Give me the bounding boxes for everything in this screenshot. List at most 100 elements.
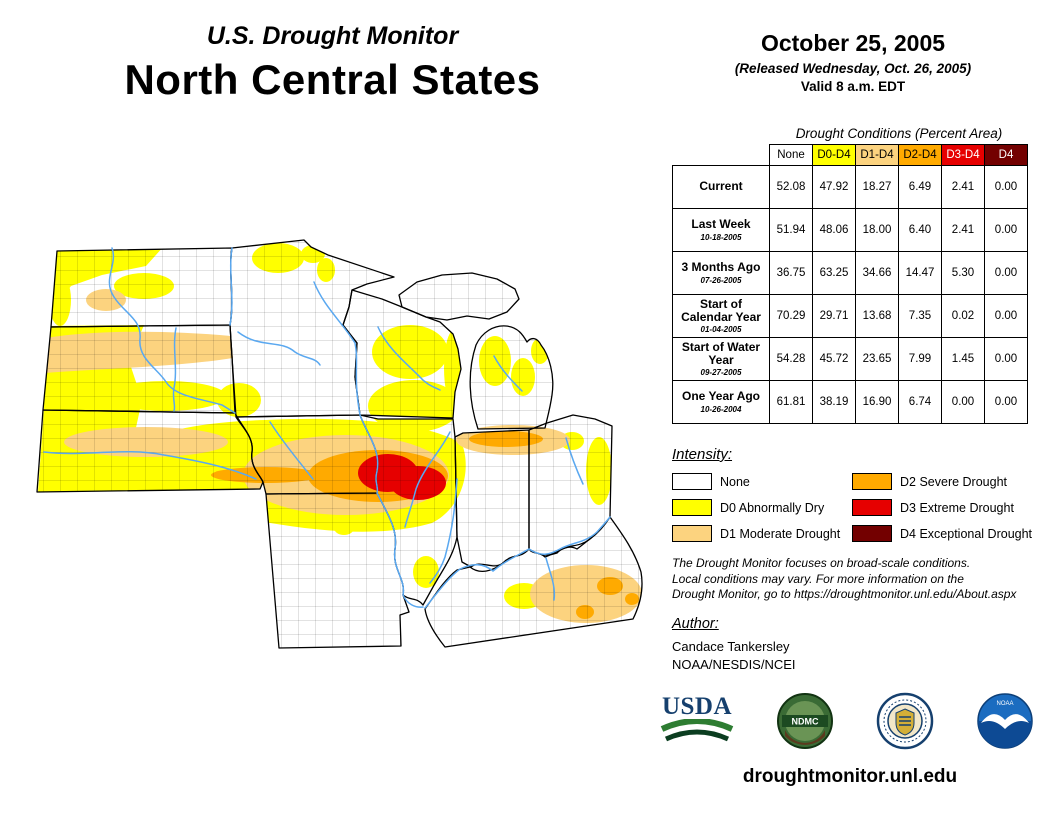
row-label-cell: Start of Calendar Year 01-04-2005 [672, 294, 770, 338]
legend-swatch-d4 [852, 525, 892, 542]
row-label-cell: Last Week 10-18-2005 [672, 208, 770, 252]
value-cell: 48.06 [812, 208, 856, 252]
ndmc-logo: NDMC [777, 693, 833, 749]
col-header-d3-d4: D3-D4 [941, 144, 985, 166]
value-cell: 6.74 [898, 380, 942, 424]
col-header-d2-d4: D2-D4 [898, 144, 942, 166]
col-header-d0-d4: D0-D4 [812, 144, 856, 166]
legend-label: D0 Abnormally Dry [720, 500, 825, 515]
value-cell: 51.94 [769, 208, 813, 252]
legend-block: Intensity: None D0 Abnormally Dry D1 Mod… [672, 446, 1036, 542]
table-row: Current 52.08 47.92 18.27 6.49 2.41 0.00 [672, 165, 1028, 209]
county-grid [37, 240, 643, 648]
value-cell: 70.29 [769, 294, 813, 338]
usda-logo: USDA [660, 694, 734, 748]
disclaimer-line: The Drought Monitor focuses on broad-sca… [672, 556, 971, 570]
value-cell: 47.92 [812, 165, 856, 209]
row-label: Current [699, 178, 743, 193]
legend-label: D3 Extreme Drought [900, 500, 1014, 515]
value-cell: 0.00 [941, 380, 985, 424]
agency-logos: USDA NDMC NOAA [660, 692, 1034, 750]
commerce-seal-icon [876, 692, 934, 750]
value-cell: 6.40 [898, 208, 942, 252]
title-block: U.S. Drought Monitor North Central State… [95, 22, 570, 104]
legend-item-none: None [672, 473, 852, 490]
row-sub-date: 01-04-2005 [700, 325, 742, 335]
legend-heading: Intensity: [672, 446, 733, 463]
value-cell: 23.65 [855, 337, 899, 381]
map-date: October 25, 2005 [760, 30, 946, 56]
value-cell: 61.81 [769, 380, 813, 424]
table-row: Start of Calendar Year 01-04-2005 70.29 … [672, 294, 1028, 338]
legend-item-d2: D2 Severe Drought [852, 473, 1032, 490]
value-cell: 29.71 [812, 294, 856, 338]
row-sub-date: 10-26-2004 [700, 404, 742, 414]
author-org: NOAA/NESDIS/NCEI [672, 657, 796, 672]
col-header-none: None [769, 144, 813, 166]
region-title: North Central States [124, 56, 541, 103]
col-header-d1-d4: D1-D4 [855, 144, 899, 166]
value-cell: 18.00 [855, 208, 899, 252]
table-caption: Drought Conditions (Percent Area) [795, 126, 1003, 141]
value-cell: 38.19 [812, 380, 856, 424]
author-name: Candace Tankersley [672, 639, 790, 654]
value-cell: 36.75 [769, 251, 813, 295]
value-cell: 0.02 [941, 294, 985, 338]
value-cell: 0.00 [984, 294, 1028, 338]
drought-map [26, 228, 654, 710]
disclaimer-line: Local conditions may vary. For more info… [672, 571, 964, 586]
date-block: October 25, 2005 (Released Wednesday, Oc… [688, 30, 1018, 94]
row-sub-date: 09-27-2005 [700, 368, 742, 378]
legend-label: None [720, 474, 750, 489]
value-cell: 34.66 [855, 251, 899, 295]
drought-map-svg [36, 239, 643, 649]
value-cell: 7.99 [898, 337, 942, 381]
usda-swoosh-icon [660, 718, 734, 742]
table-row: Start of Water Year 09-27-2005 54.28 45.… [672, 337, 1028, 381]
table-row: 3 Months Ago 07-26-2005 36.75 63.25 34.6… [672, 251, 1028, 295]
legend-label: D2 Severe Drought [900, 474, 1008, 489]
row-label-cell: Start of Water Year 09-27-2005 [672, 337, 770, 381]
value-cell: 7.35 [898, 294, 942, 338]
col-header-d4: D4 [984, 144, 1028, 166]
value-cell: 0.00 [984, 380, 1028, 424]
disclaimer-line: Drought Monitor, go to https://droughtmo… [672, 587, 1017, 602]
legend-item-d3: D3 Extreme Drought [852, 499, 1032, 516]
legend-swatch-d1 [672, 525, 712, 542]
legend-swatch-d0 [672, 499, 712, 516]
row-label: Last Week [691, 217, 751, 232]
value-cell: 2.41 [941, 165, 985, 209]
legend-swatch-none [672, 473, 712, 490]
author-heading: Author: [672, 616, 719, 632]
main-title: U.S. Drought Monitor [206, 22, 459, 50]
row-sub-date: 10-18-2005 [700, 232, 742, 242]
rivers [43, 247, 611, 609]
value-cell: 18.27 [855, 165, 899, 209]
noaa-logo: NOAA [977, 693, 1033, 749]
value-cell: 6.49 [898, 165, 942, 209]
row-label: Start of Calendar Year [681, 296, 761, 324]
drought-conditions-table: None D0-D4 D1-D4 D2-D4 D3-D4 D4 Current … [672, 144, 1028, 424]
row-label-cell: 3 Months Ago 07-26-2005 [672, 251, 770, 295]
value-cell: 0.00 [984, 165, 1028, 209]
value-cell: 0.00 [984, 251, 1028, 295]
value-cell: 0.00 [984, 208, 1028, 252]
row-sub-date: 07-26-2005 [700, 275, 742, 285]
value-cell: 2.41 [941, 208, 985, 252]
noaa-logo-text: NOAA [996, 701, 1013, 707]
value-cell: 14.47 [898, 251, 942, 295]
value-cell: 63.25 [812, 251, 856, 295]
row-label: One Year Ago [681, 389, 761, 404]
table-row: One Year Ago 10-26-2004 61.81 38.19 16.9… [672, 380, 1028, 424]
table-corner-cell [672, 144, 770, 166]
value-cell: 45.72 [812, 337, 856, 381]
release-date: (Released Wednesday, Oct. 26, 2005) [734, 61, 972, 76]
author-block: Author: Candace Tankersley NOAA/NESDIS/N… [672, 616, 796, 672]
usda-logo-text: USDA [661, 693, 733, 720]
legend-item-d0: D0 Abnormally Dry [672, 499, 852, 516]
value-cell: 13.68 [855, 294, 899, 338]
row-label-cell: Current [672, 165, 770, 209]
table-row: Last Week 10-18-2005 51.94 48.06 18.00 6… [672, 208, 1028, 252]
legend-swatch-d3 [852, 499, 892, 516]
